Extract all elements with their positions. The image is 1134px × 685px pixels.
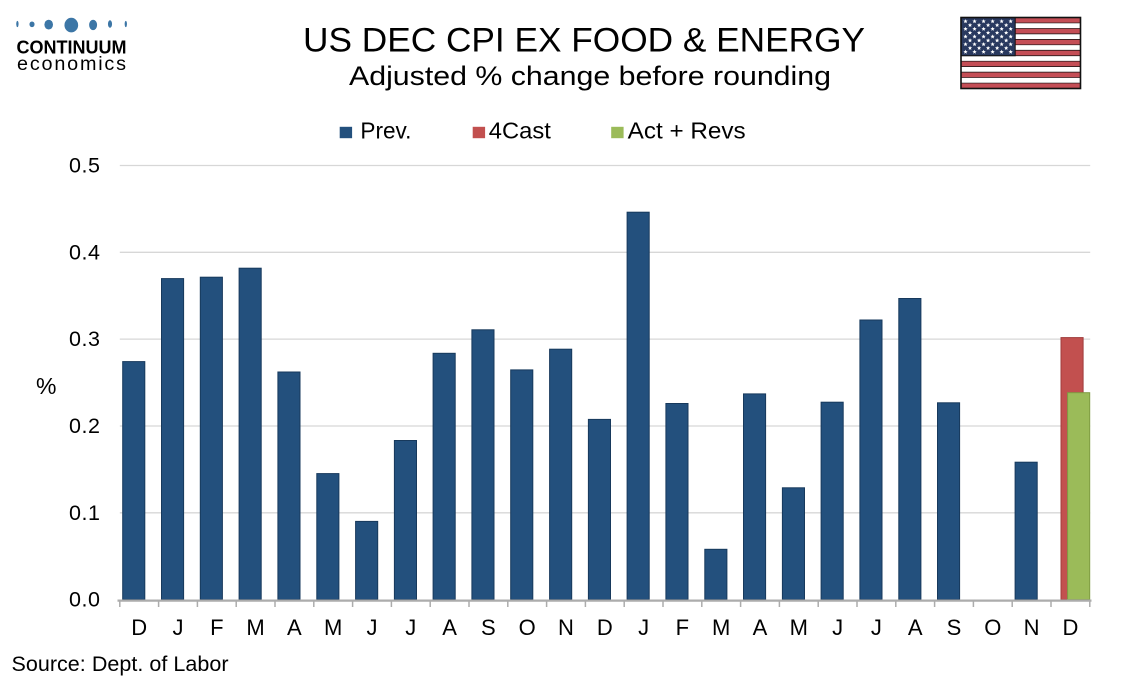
svg-text:Source: Dept. of Labor: Source: Dept. of Labor bbox=[12, 652, 229, 676]
svg-text:Adjusted % change before round: Adjusted % change before rounding bbox=[349, 61, 831, 91]
svg-text:A: A bbox=[753, 615, 768, 640]
svg-text:S: S bbox=[947, 615, 962, 640]
svg-text:N: N bbox=[558, 615, 574, 640]
svg-text:J: J bbox=[832, 615, 843, 640]
svg-text:N: N bbox=[1024, 615, 1040, 640]
svg-text:J: J bbox=[405, 615, 416, 640]
svg-text:O: O bbox=[519, 615, 536, 640]
svg-text:Act + Revs: Act + Revs bbox=[628, 118, 746, 144]
svg-text:A: A bbox=[908, 615, 923, 640]
svg-text:D: D bbox=[131, 615, 147, 640]
svg-text:US DEC CPI EX FOOD & ENERGY: US DEC CPI EX FOOD & ENERGY bbox=[303, 22, 865, 60]
svg-text:0.2: 0.2 bbox=[69, 414, 100, 438]
svg-text:M: M bbox=[790, 615, 808, 640]
svg-text:0.0: 0.0 bbox=[69, 588, 100, 612]
svg-text:0.4: 0.4 bbox=[69, 240, 100, 264]
svg-text:O: O bbox=[984, 615, 1001, 640]
svg-text:D: D bbox=[1062, 615, 1078, 640]
svg-text:A: A bbox=[442, 615, 457, 640]
svg-text:A: A bbox=[287, 615, 302, 640]
svg-text:J: J bbox=[638, 615, 649, 640]
svg-text:F: F bbox=[210, 615, 223, 640]
svg-text:economics: economics bbox=[17, 53, 126, 75]
svg-text:0.3: 0.3 bbox=[69, 327, 100, 351]
svg-text:0.1: 0.1 bbox=[69, 501, 100, 525]
svg-text:M: M bbox=[712, 615, 730, 640]
svg-text:J: J bbox=[367, 615, 378, 640]
svg-text:S: S bbox=[481, 615, 496, 640]
svg-text:Prev.: Prev. bbox=[360, 118, 411, 144]
svg-text:0.5: 0.5 bbox=[69, 154, 100, 178]
svg-text:%: % bbox=[36, 373, 56, 399]
svg-text:M: M bbox=[324, 615, 342, 640]
svg-text:CONTINUUM: CONTINUUM bbox=[17, 37, 127, 58]
svg-text:M: M bbox=[246, 615, 264, 640]
svg-text:F: F bbox=[676, 615, 689, 640]
svg-text:J: J bbox=[173, 615, 184, 640]
svg-text:D: D bbox=[597, 615, 613, 640]
svg-text:4Cast: 4Cast bbox=[489, 118, 552, 144]
svg-text:J: J bbox=[871, 615, 882, 640]
